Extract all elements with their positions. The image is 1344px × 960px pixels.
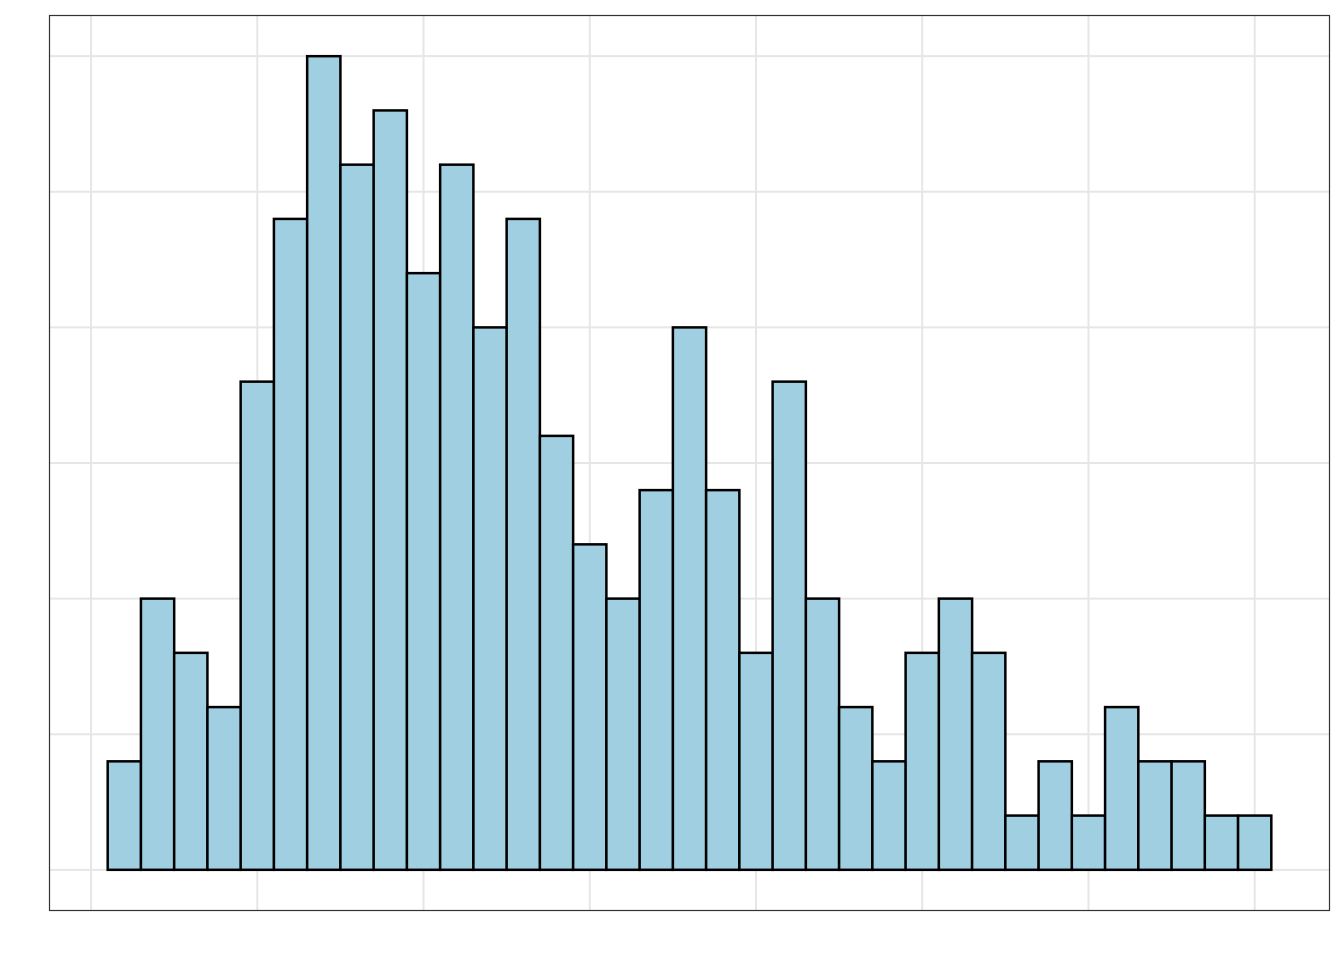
bar [704, 488, 741, 872]
bar [106, 760, 143, 872]
bar [638, 488, 675, 872]
bar [372, 109, 409, 872]
bar [206, 705, 242, 872]
panel-border [48, 14, 1331, 912]
bar [1203, 814, 1240, 872]
bar [1037, 760, 1074, 872]
bar [505, 217, 542, 872]
bar [472, 326, 508, 872]
bar [1170, 760, 1207, 872]
bar [305, 54, 342, 872]
bar [339, 163, 375, 872]
bar [139, 597, 176, 872]
bar [970, 651, 1007, 872]
bar [771, 380, 808, 872]
bar [671, 326, 708, 872]
bar [871, 760, 907, 872]
bar [1004, 814, 1040, 872]
bar [1103, 705, 1140, 872]
bar [904, 651, 941, 872]
bars [106, 54, 1273, 872]
bar [837, 705, 874, 872]
bar [804, 597, 841, 872]
bar [1236, 814, 1273, 872]
bar [738, 651, 774, 872]
bar [272, 217, 309, 872]
bar [172, 651, 209, 872]
bar [605, 597, 641, 872]
bar [1137, 760, 1173, 872]
bar [405, 271, 442, 872]
bar [1070, 814, 1107, 872]
bar [538, 434, 575, 872]
bar [438, 163, 475, 872]
bar [571, 543, 608, 872]
bar [937, 597, 974, 872]
bar [239, 380, 276, 872]
